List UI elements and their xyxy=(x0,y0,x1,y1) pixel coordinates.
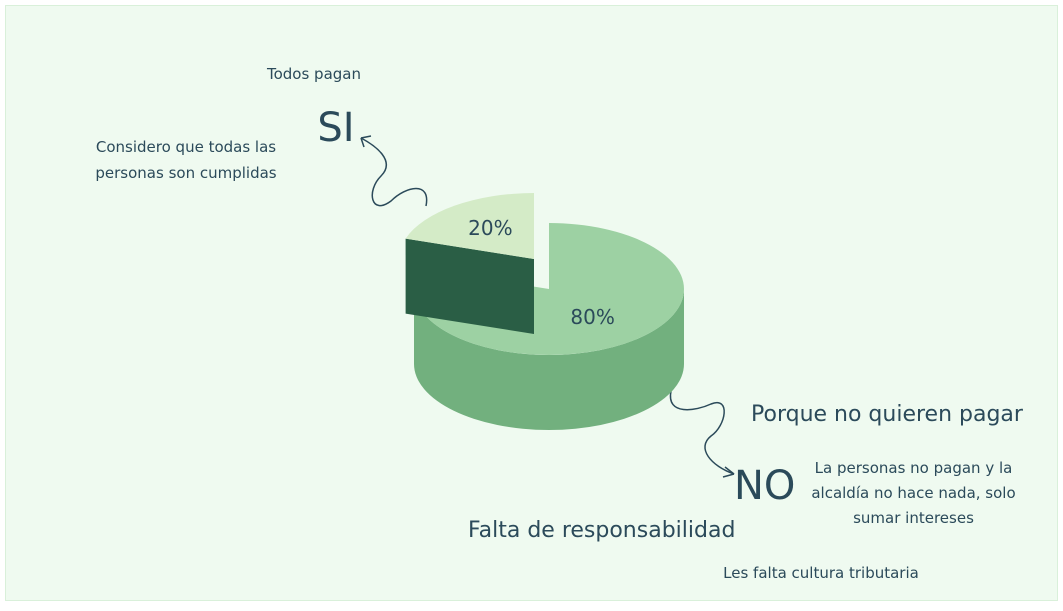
slice xyxy=(405,193,534,259)
annotation: Porque no quieren pagar xyxy=(751,402,1023,427)
category-label: NO xyxy=(734,463,796,509)
arrow-head xyxy=(722,466,735,478)
arrow xyxy=(669,390,735,475)
annotation: La personas no pagan y la alcaldía no ha… xyxy=(811,459,1016,527)
value-label: 20% xyxy=(468,216,512,240)
annotation: Todos pagan xyxy=(266,65,361,83)
slice-side xyxy=(414,289,684,430)
annotation: Falta de responsabilidad xyxy=(468,518,736,543)
annotation: Considero que todas las personas son cum… xyxy=(95,138,277,182)
arrow xyxy=(360,137,428,207)
category-label: SI xyxy=(317,105,355,151)
slice-cut-face xyxy=(405,238,534,334)
value-label: 80% xyxy=(570,305,614,329)
chart: 80% 20% xyxy=(360,135,735,478)
arrow-head xyxy=(360,135,372,148)
annotation: Les falta cultura tributaria xyxy=(723,564,919,582)
infographic: 80% 20% Todos pagan SI Considero que toda… xyxy=(5,5,1058,601)
